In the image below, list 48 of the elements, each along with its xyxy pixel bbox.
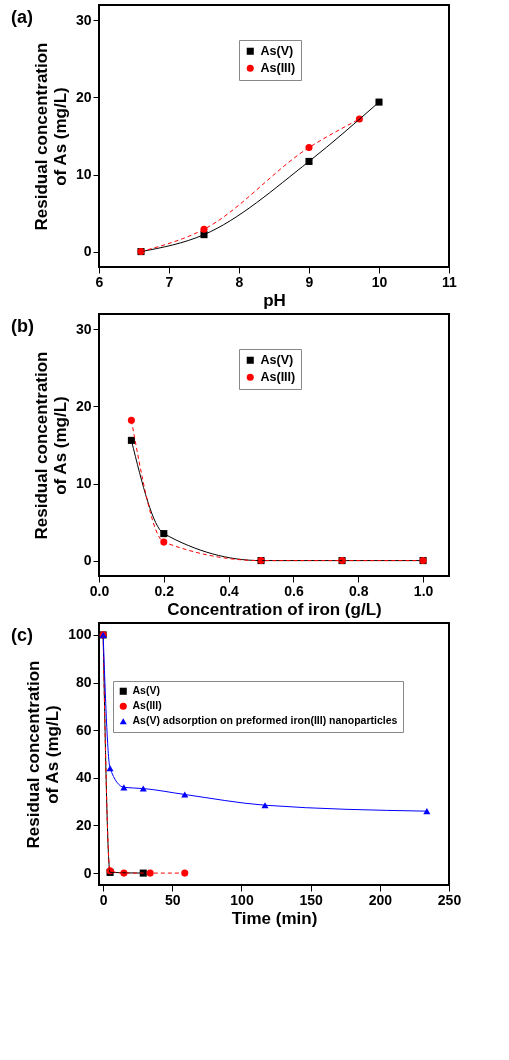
x-axis-title: Concentration of iron (g/L) <box>167 599 382 619</box>
y-axis-title: Residual concentration of As (mg/L) <box>31 42 70 231</box>
y-tick-label: 60 <box>75 721 92 738</box>
legend-label: As(III) <box>132 699 162 712</box>
y-axis-title: Residual concentration of As (mg/L) <box>24 660 63 849</box>
x-tick-label: 7 <box>165 273 174 290</box>
x-tick-label: 0.4 <box>219 582 240 599</box>
x-tick-label: 0.6 <box>284 582 304 599</box>
chart-title: (c) <box>11 625 33 645</box>
y-tick-label: 30 <box>75 320 92 337</box>
y-tick-label: 10 <box>75 475 92 492</box>
legend-label: As(V) <box>260 353 294 368</box>
y-tick-label: 20 <box>75 397 92 414</box>
x-tick-label: 250 <box>437 891 462 908</box>
legend-label: As(V) <box>260 44 294 59</box>
x-tick-label: 0.2 <box>154 582 175 599</box>
y-tick-label: 80 <box>75 674 92 691</box>
x-tick-label: 0.8 <box>349 582 369 599</box>
x-tick-label: 1.0 <box>413 582 434 599</box>
y-tick-label: 100 <box>68 626 92 643</box>
y-tick-label: 0 <box>83 864 92 881</box>
chart-title: (a) <box>11 7 33 27</box>
x-tick-label: 50 <box>165 891 181 908</box>
chart-title: (b) <box>11 316 34 336</box>
x-axis-title: Time (min) <box>231 908 318 928</box>
y-tick-label: 10 <box>75 166 92 183</box>
y-tick-label: 20 <box>75 816 92 833</box>
legend-label: As(V) adsorption on preformed iron(III) nanoparticles <box>132 714 398 727</box>
x-tick-label: 100 <box>230 891 254 908</box>
x-tick-label: 0.0 <box>89 582 110 599</box>
y-tick-label: 30 <box>75 11 92 28</box>
legend-label: As(III) <box>260 61 296 76</box>
x-tick-label: 11 <box>442 273 458 290</box>
x-tick-label: 200 <box>368 891 393 908</box>
legend-label: As(V) <box>132 684 160 697</box>
y-tick-label: 0 <box>83 552 92 569</box>
x-tick-label: 150 <box>299 891 324 908</box>
y-tick-label: 40 <box>75 769 92 786</box>
legend-label: As(III) <box>260 370 296 385</box>
y-tick-label: 20 <box>75 88 92 105</box>
y-tick-label: 0 <box>83 243 92 260</box>
x-tick-label: 6 <box>95 273 104 290</box>
x-tick-label: 0 <box>99 891 108 908</box>
x-tick-label: 9 <box>305 273 314 290</box>
y-axis-title: Residual concentration of As (mg/L) <box>31 351 70 540</box>
x-tick-label: 10 <box>371 273 388 290</box>
x-tick-label: 8 <box>235 273 244 290</box>
x-axis-title: pH <box>263 290 286 310</box>
